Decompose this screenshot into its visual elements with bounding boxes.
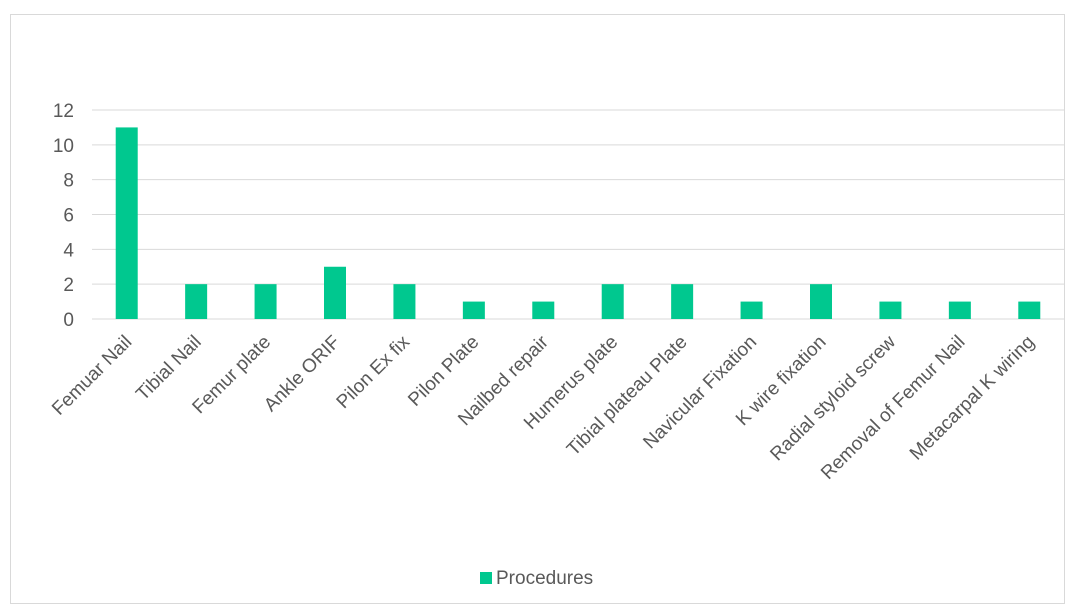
x-tick-label: Femuar Nail — [48, 332, 136, 420]
y-tick-label: 2 — [63, 275, 74, 296]
bar — [462, 301, 485, 319]
bars — [115, 127, 1041, 320]
bar — [948, 301, 971, 319]
y-tick-label: 12 — [53, 101, 74, 122]
bar — [810, 284, 832, 319]
chart-frame: 0 2 4 6 8 10 12 Femuar Nail Tibial Nail Femur pl… — [10, 14, 1065, 604]
y-axis-ticks: 0 2 4 6 8 10 12 — [53, 101, 75, 331]
x-tick-label: Metacarpal K wiring — [906, 332, 1039, 465]
x-tick-label: Pilon Ex fix — [333, 331, 415, 413]
x-tick-label: Tibial plateau Plate — [563, 332, 692, 461]
legend-swatch — [480, 572, 492, 584]
bar — [324, 266, 346, 319]
bar — [671, 284, 694, 319]
bar — [1018, 301, 1041, 319]
bar — [879, 301, 902, 319]
bar — [115, 127, 138, 320]
legend: Procedures — [480, 568, 593, 589]
legend-label: Procedures — [496, 568, 593, 589]
x-tick-label: Radial styloid screw — [766, 331, 900, 465]
x-tick-label: Tibial Nail — [132, 332, 205, 405]
y-tick-label: 8 — [63, 171, 74, 192]
y-tick-label: 0 — [63, 310, 74, 331]
bar — [601, 284, 624, 319]
bar — [532, 301, 555, 319]
bar — [254, 284, 277, 319]
y-tick-label: 6 — [63, 206, 74, 227]
bar — [185, 284, 208, 319]
gridlines — [92, 109, 1064, 320]
bar — [393, 284, 416, 319]
y-tick-label: 10 — [53, 136, 74, 157]
y-tick-label: 4 — [63, 240, 74, 261]
bar — [740, 301, 763, 319]
